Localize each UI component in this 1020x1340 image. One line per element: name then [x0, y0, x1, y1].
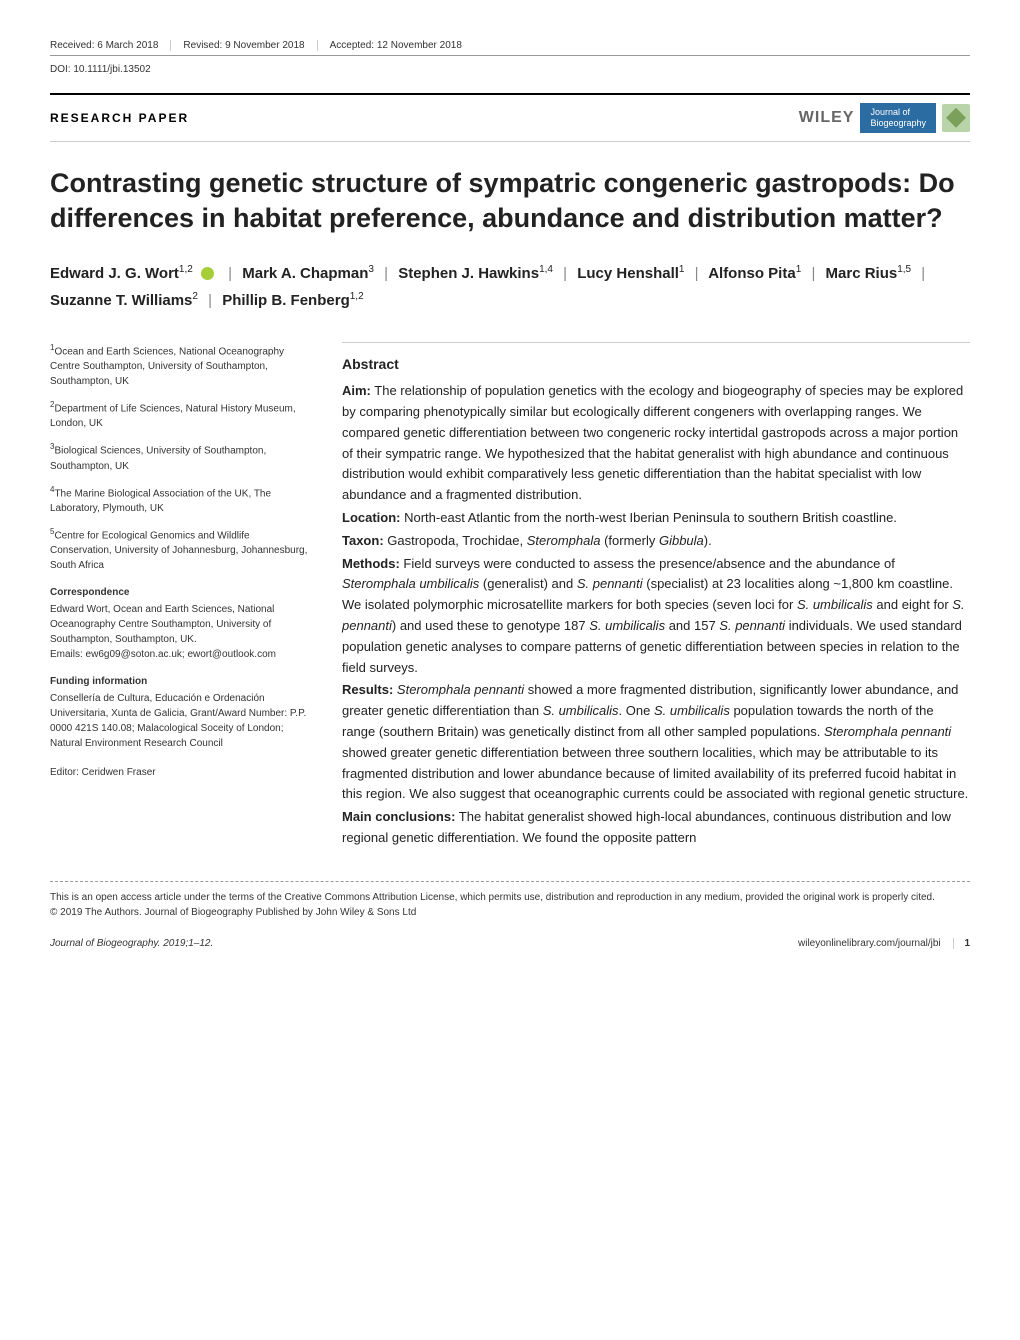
received-date: Received: 6 March 2018: [50, 40, 171, 51]
affiliation-4: 4The Marine Biological Association of th…: [50, 484, 310, 516]
author-4: Lucy Henshall: [577, 265, 679, 282]
author-1: Edward J. G. Wort: [50, 265, 179, 282]
doi: DOI: 10.1111/jbi.13502: [50, 64, 970, 75]
journal-line2: Biogeography: [870, 118, 926, 129]
left-column: 1Ocean and Earth Sciences, National Ocea…: [50, 342, 310, 851]
authors-list: Edward J. G. Wort1,2 | Mark A. Chapman3 …: [50, 260, 970, 314]
abstract-results: Results: Steromphala pennanti showed a m…: [342, 680, 970, 805]
correspondence-text: Edward Wort, Ocean and Earth Sciences, N…: [50, 602, 310, 647]
abstract-heading: Abstract: [342, 342, 970, 375]
author-6: Marc Rius: [826, 265, 898, 282]
license-block: This is an open access article under the…: [50, 881, 970, 920]
orcid-icon[interactable]: [201, 267, 214, 280]
affiliation-5: 5Centre for Ecological Genomics and Wild…: [50, 526, 310, 573]
abstract-column: Abstract Aim: The relationship of popula…: [342, 342, 970, 851]
abstract-conclusions: Main conclusions: The habitat generalist…: [342, 807, 970, 849]
footer-url: wileyonlinelibrary.com/journal/jbi 1: [798, 938, 970, 949]
page-footer: Journal of Biogeography. 2019;1–12. wile…: [50, 938, 970, 949]
journal-name-box: Journal of Biogeography: [860, 103, 936, 133]
author-7: Suzanne T. Williams: [50, 292, 192, 309]
author-2: Mark A. Chapman: [242, 265, 368, 282]
revised-date: Revised: 9 November 2018: [183, 40, 317, 51]
submission-dates: Received: 6 March 2018 Revised: 9 Novemb…: [50, 40, 970, 56]
paper-type-label: RESEARCH PAPER: [50, 111, 189, 125]
abstract-methods: Methods: Field surveys were conducted to…: [342, 554, 970, 679]
abstract-aim: Aim: The relationship of population gene…: [342, 381, 970, 506]
abstract-taxon: Taxon: Gastropoda, Trochidae, Steromphal…: [342, 531, 970, 552]
affiliation-1: 1Ocean and Earth Sciences, National Ocea…: [50, 342, 310, 389]
accepted-date: Accepted: 12 November 2018: [330, 40, 474, 51]
correspondence-heading: Correspondence: [50, 585, 310, 600]
publisher-logo: WILEY: [799, 109, 855, 127]
funding-heading: Funding information: [50, 674, 310, 689]
correspondence-emails: Emails: ew6g09@soton.ac.uk; ewort@outloo…: [50, 647, 310, 662]
author-8: Phillip B. Fenberg: [222, 292, 350, 309]
footer-citation: Journal of Biogeography. 2019;1–12.: [50, 938, 213, 949]
affiliation-2: 2Department of Life Sciences, Natural Hi…: [50, 399, 310, 431]
leaf-icon: [942, 104, 970, 132]
main-two-column: 1Ocean and Earth Sciences, National Ocea…: [50, 342, 970, 851]
affiliation-3: 3Biological Sciences, University of Sout…: [50, 441, 310, 473]
page-number: 1: [953, 938, 970, 949]
license-text: This is an open access article under the…: [50, 890, 970, 905]
funding-text: Consellería de Cultura, Educación e Orde…: [50, 691, 310, 751]
journal-line1: Journal of: [870, 107, 926, 118]
article-title: Contrasting genetic structure of sympatr…: [50, 166, 970, 236]
copyright-text: © 2019 The Authors. Journal of Biogeogra…: [50, 905, 970, 920]
editor: Editor: Ceridwen Fraser: [50, 765, 310, 780]
abstract-location: Location: North-east Atlantic from the n…: [342, 508, 970, 529]
paper-type-row: RESEARCH PAPER WILEY Journal of Biogeogr…: [50, 93, 970, 142]
author-3: Stephen J. Hawkins: [398, 265, 539, 282]
journal-badge: WILEY Journal of Biogeography: [799, 103, 970, 133]
author-5: Alfonso Pita: [708, 265, 796, 282]
